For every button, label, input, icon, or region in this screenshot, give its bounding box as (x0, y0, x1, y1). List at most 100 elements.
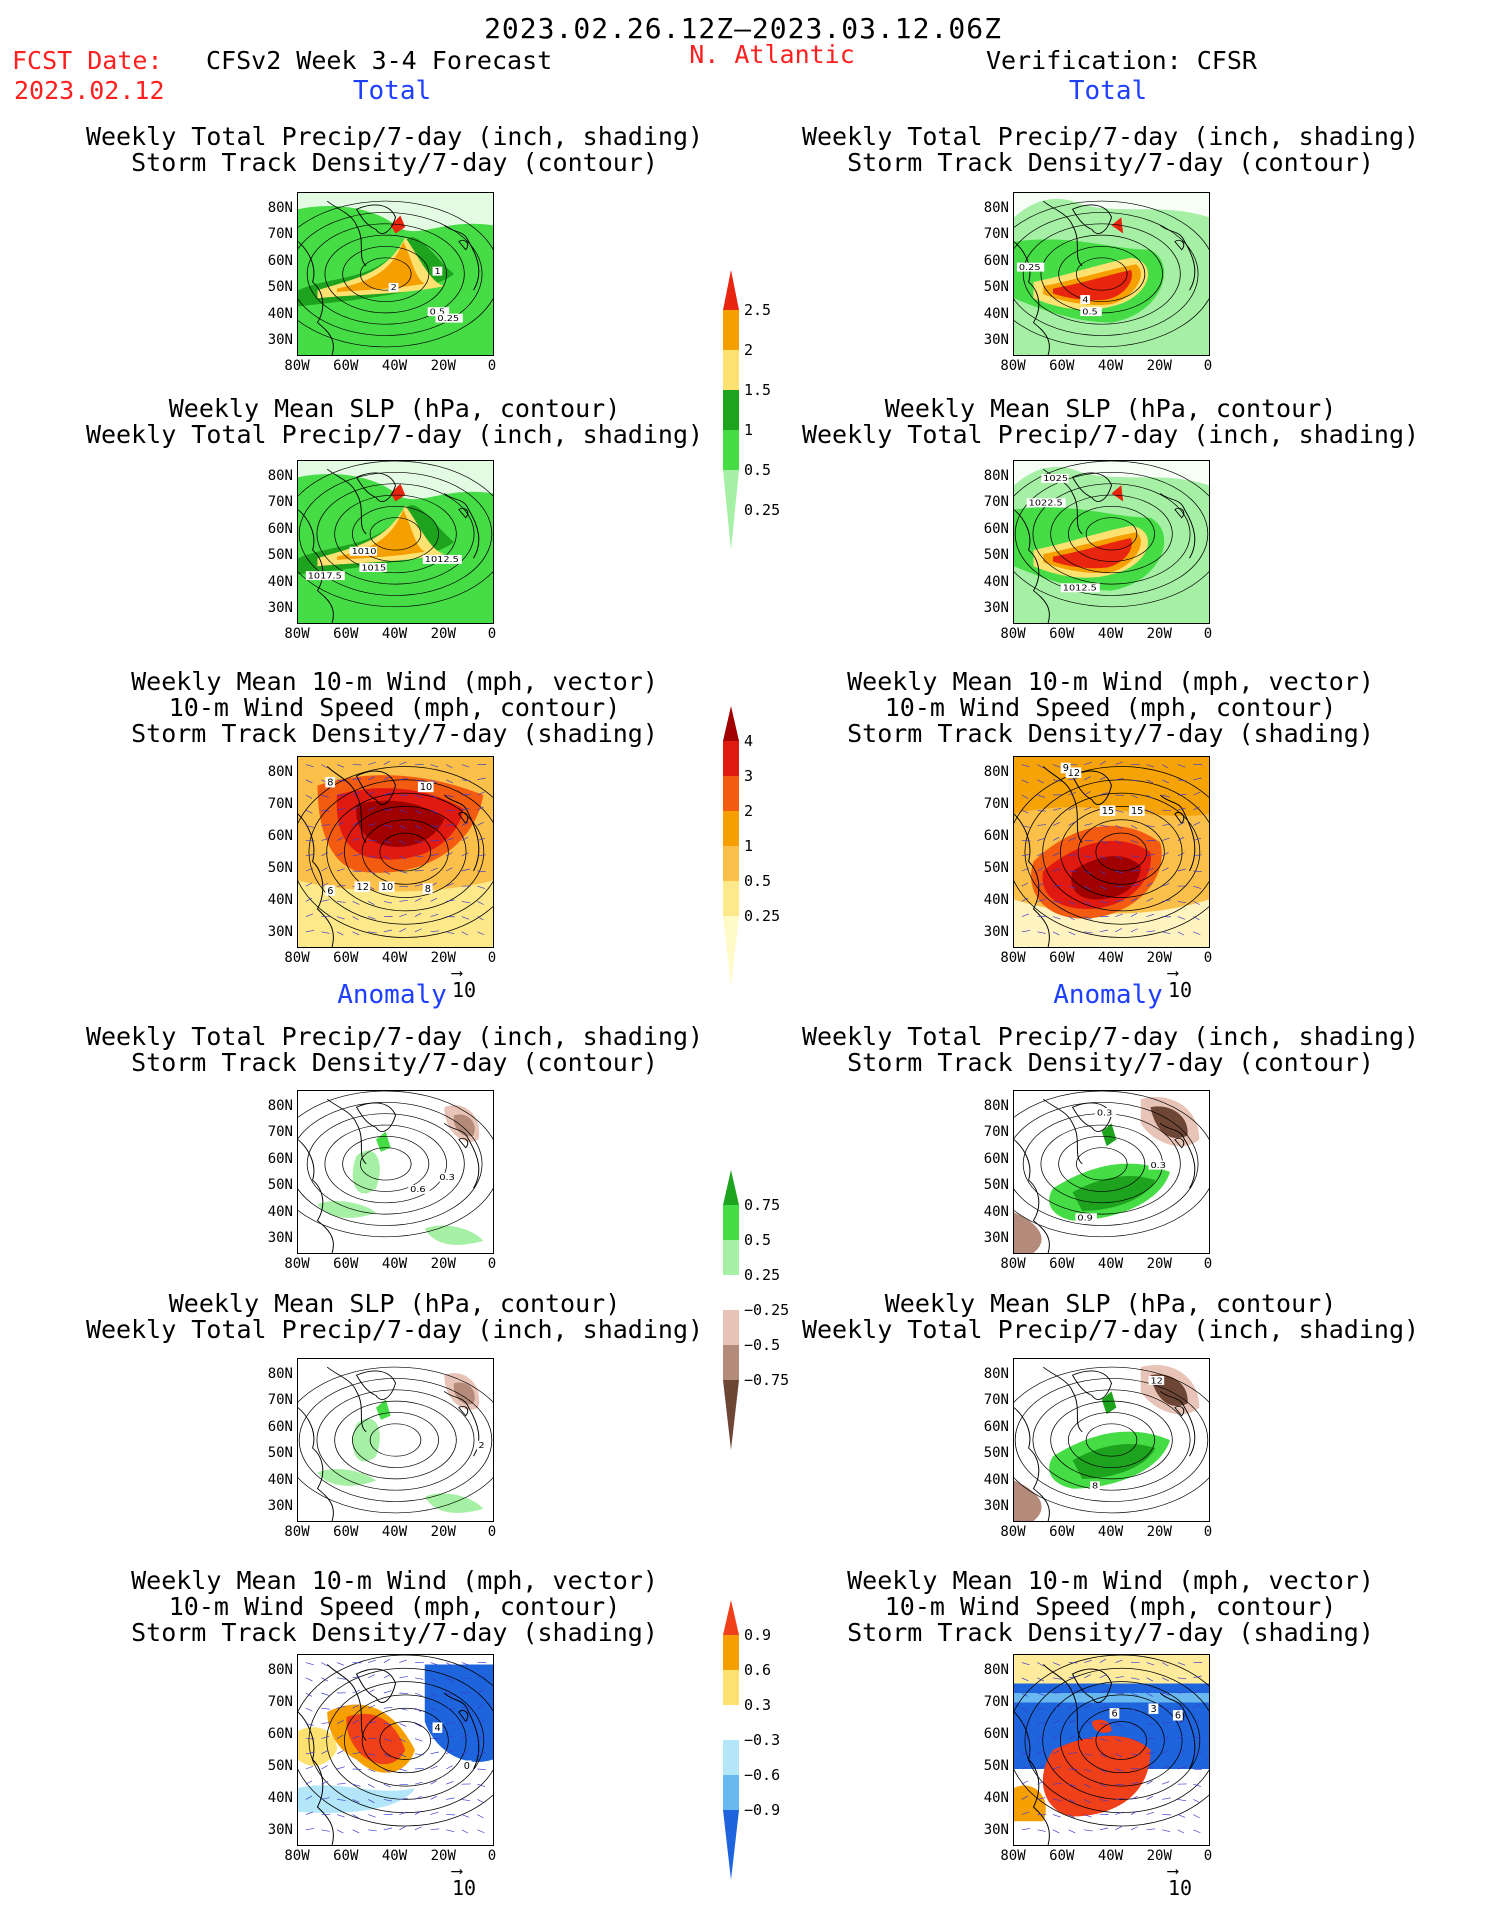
p4-title-line-1: Weekly Total Precip/7-day (inch, shading… (85, 1022, 704, 1051)
p3-title-line-2: 10-m Wind Speed (mph, contour) (168, 693, 621, 722)
q4-map: 0.3 0.9 0.3 (1013, 1090, 1210, 1254)
p2-lon-tick: 40W (381, 626, 408, 642)
q3-title-line-1: Weekly Mean 10-m Wind (mph, vector) (847, 667, 1374, 696)
colorbar-cap-bottom (723, 1380, 739, 1450)
q4-contour-label: 0.3 (1097, 1109, 1113, 1118)
q6-lon-tick: 60W (1049, 1848, 1075, 1864)
p3-lon-tick: 0 (487, 950, 497, 966)
p1-contour-label: 1 (435, 268, 441, 277)
colorbar-segment (723, 1705, 739, 1740)
p5-lon-tick: 80W (284, 1524, 310, 1540)
q5-lat-tick: 30N (983, 1498, 1009, 1514)
p6-lat-tick: 30N (267, 1822, 293, 1838)
p3-lat-tick: 80N (267, 764, 293, 780)
colorbar-cap-top (723, 1170, 739, 1205)
q1-lat-tick: 70N (983, 226, 1009, 243)
q4-lon-tick: 20W (1146, 1256, 1172, 1272)
p1-lon-tick: 80W (284, 358, 310, 374)
p6-title-line-3: Storm Track Density/7-day (shading) (131, 1618, 658, 1647)
p6-lat-tick: 80N (267, 1662, 293, 1678)
q4-lat-tick: 30N (983, 1230, 1009, 1246)
colorbar-segment (723, 881, 739, 916)
q6-lat-tick: 30N (983, 1822, 1009, 1838)
p4-lon-tick: 60W (333, 1256, 359, 1272)
colorbar-track_anom-label: −0.9 (744, 1801, 781, 1819)
p2-map: 1010 1015 1012.5 1017.5 (297, 460, 494, 624)
colorbar-precip_anom-label: −0.25 (744, 1301, 790, 1319)
colorbar-track_anom-label: −0.3 (744, 1731, 781, 1749)
q4-lon-tick: 40W (1097, 1256, 1124, 1272)
q5-lat-tick: 60N (983, 1418, 1009, 1435)
q3-contour-label: 12 (1068, 768, 1080, 779)
p2-lon-tick: 20W (430, 626, 456, 642)
q2-lon-tick: 0 (1203, 626, 1213, 642)
p3-vector-reference: ⟶ 10 (452, 963, 477, 1003)
colorbar-precip_total-label: 0.5 (744, 461, 772, 479)
p3-lat-tick: 70N (267, 796, 293, 812)
p3-lon-tick: 40W (381, 950, 408, 966)
p3-contour-label: 8 (425, 884, 431, 895)
colorbar-precip_anom (723, 1170, 739, 1450)
q3-lon-tick: 0 (1203, 950, 1213, 966)
p5-lat-tick: 30N (267, 1498, 293, 1514)
q5-title-line-2: Weekly Total Precip/7-day (inch, shading… (801, 1315, 1420, 1344)
q3-title-line-3: Storm Track Density/7-day (shading) (847, 719, 1374, 748)
colorbar-track_total-label: 4 (744, 732, 754, 750)
q1-title-line-2: Storm Track Density/7-day (contour) (847, 148, 1374, 177)
p3-lat-tick: 40N (267, 892, 293, 908)
q2-lon-tick: 60W (1049, 626, 1075, 642)
q2-lon-tick: 80W (1000, 626, 1026, 642)
colorbar-segment (723, 350, 739, 390)
q2-lat-tick: 80N (983, 468, 1009, 484)
q1-map: 0.25 4 0.5 (1013, 192, 1210, 356)
p3-lon-tick: 80W (284, 950, 310, 966)
q3-lon-tick: 40W (1097, 950, 1124, 966)
p3-contour-label: 10 (381, 882, 393, 893)
p4-lon-tick: 80W (284, 1256, 310, 1272)
q6-lat-tick: 80N (983, 1662, 1009, 1678)
colorbar-segment (723, 1205, 739, 1240)
colorbar-segment (723, 390, 739, 430)
p1-lat-tick: 60N (267, 252, 293, 269)
q2-title-line-1: Weekly Mean SLP (hPa, contour) (884, 394, 1337, 423)
colorbar-track_anom-label: 0.6 (744, 1661, 772, 1679)
p4-lat-tick: 50N (267, 1177, 293, 1194)
p2-lon-tick: 0 (487, 626, 497, 642)
colorbar-segment (723, 846, 739, 881)
p4-map: 0.6 0.3 (297, 1090, 494, 1254)
fcst-date-label: FCST Date: (12, 46, 163, 75)
p6-lon-tick: 80W (284, 1848, 310, 1864)
q6-lat-tick: 60N (983, 1726, 1009, 1742)
q2-lon-tick: 40W (1097, 626, 1124, 642)
p1-lon-tick: 40W (381, 358, 408, 374)
p5-lat-tick: 70N (267, 1392, 293, 1409)
p3-lat-tick: 60N (267, 828, 293, 844)
p2-title-line-1: Weekly Mean SLP (hPa, contour) (168, 394, 621, 423)
p4-lat-tick: 30N (267, 1230, 293, 1246)
q1-lon-tick: 0 (1203, 358, 1213, 374)
colorbar-segment (723, 1670, 739, 1705)
q5-lon-tick: 80W (1000, 1524, 1026, 1540)
q6-lat-tick: 40N (983, 1790, 1009, 1806)
q6-contour-label: 6 (1112, 1709, 1118, 1720)
colorbar-segment (723, 776, 739, 811)
q6-lon-tick: 40W (1097, 1848, 1124, 1864)
colorbar-segment (723, 741, 739, 776)
region-title: N. Atlantic (689, 40, 855, 69)
q1-lat-tick: 40N (983, 305, 1009, 322)
q1-lon-tick: 80W (1000, 358, 1026, 374)
q5-lat-tick: 40N (983, 1471, 1009, 1488)
colorbar-precip_total-label: 2.5 (744, 301, 772, 319)
p2-contour-label: 1010 (352, 548, 377, 557)
p5-title-line-2: Weekly Total Precip/7-day (inch, shading… (85, 1315, 704, 1344)
p3-title-line-3: Storm Track Density/7-day (shading) (131, 719, 658, 748)
q6-lat-tick: 50N (983, 1758, 1009, 1774)
q2-lat-tick: 70N (983, 494, 1009, 511)
q6-map: 3 6 6 (1013, 1654, 1210, 1846)
p2-lat-tick: 40N (267, 573, 293, 590)
q4-contour-label: 0.9 (1077, 1214, 1093, 1223)
p1-lat-tick: 80N (267, 200, 293, 216)
p6-map: 4 0 (297, 1654, 494, 1846)
colorbar-precip_anom-label: 0.75 (744, 1196, 781, 1214)
p4-lat-tick: 70N (267, 1124, 293, 1141)
